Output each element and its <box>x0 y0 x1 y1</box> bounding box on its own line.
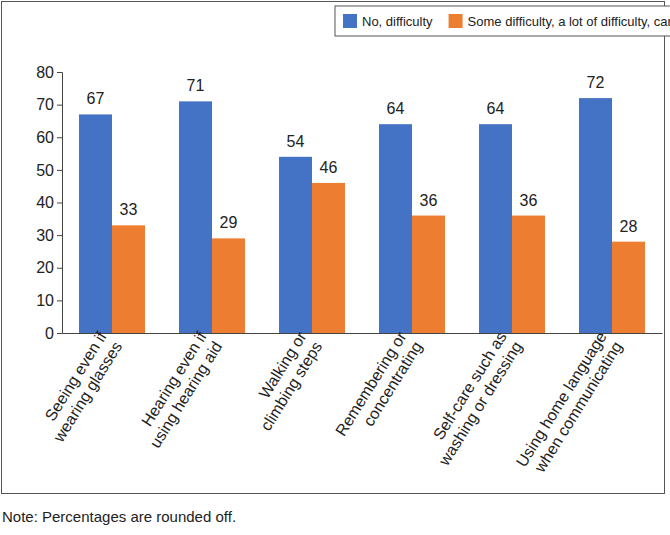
x-tick-label: Using home language when communicating <box>513 329 626 480</box>
note: Note: Percentages are rounded off. <box>2 508 236 525</box>
y-tick: 20 <box>36 259 62 276</box>
bar <box>212 238 245 333</box>
bar <box>612 242 645 333</box>
chart-frame <box>2 2 665 494</box>
y-tick-label: 30 <box>36 227 54 244</box>
x-tick: Using home language when communicating <box>513 329 626 480</box>
x-tick-label: Self-care such as washing or dressing <box>418 329 526 472</box>
x-tick: Seeing even if wearing glasses <box>32 328 125 448</box>
y-tick-mark <box>57 235 62 236</box>
x-tick-label-line: washing or dressing <box>433 339 525 472</box>
y-tick: 80 <box>36 64 62 81</box>
x-tick-label: Remembering or concentrating <box>332 328 426 448</box>
x-axis: Seeing even if wearing glassesHearing ev… <box>32 328 662 479</box>
y-tick: 0 <box>45 325 62 342</box>
x-tick-label-line: concentrating <box>358 339 426 433</box>
bar <box>512 216 545 333</box>
legend-swatch <box>343 14 357 28</box>
data-label: 67 <box>87 90 105 107</box>
y-tick-label: 70 <box>36 96 54 113</box>
y-tick: 50 <box>36 161 62 178</box>
x-tick-label-line: wearing glasses <box>48 339 126 449</box>
data-label: 46 <box>320 159 338 176</box>
bar <box>579 98 612 333</box>
y-tick-mark <box>57 268 62 269</box>
y-tick-label: 20 <box>36 259 54 276</box>
y-tick-label: 50 <box>36 161 54 178</box>
y-tick: 60 <box>36 129 62 146</box>
chart: 67 71 54 64 64 72 33 29 46 36 36 28 0 10 20 30 40 50 60 70 8… <box>0 0 670 535</box>
data-label: 33 <box>120 201 138 218</box>
x-tick-label: Seeing even if wearing glasses <box>32 328 125 448</box>
x-tick: Hearing even if using hearing aid <box>128 328 225 454</box>
data-label: 28 <box>620 218 638 235</box>
y-tick-mark <box>57 333 62 334</box>
bars <box>79 98 645 333</box>
bar <box>179 101 212 333</box>
legend: No, difficulty Some difficulty, a lot of … <box>335 6 670 36</box>
data-label: 72 <box>587 74 605 91</box>
data-label: 36 <box>520 192 538 209</box>
y-tick-mark <box>57 203 62 204</box>
y-tick-mark <box>57 300 62 301</box>
y-tick: 10 <box>36 292 62 309</box>
data-label: 71 <box>187 77 205 94</box>
bar <box>79 114 112 333</box>
data-labels: 67 71 54 64 64 72 33 29 46 36 36 28 <box>87 74 638 235</box>
x-tick-label-line: using hearing aid <box>144 339 225 455</box>
bar <box>279 157 312 333</box>
bar <box>112 225 145 333</box>
bar <box>312 183 345 333</box>
x-tick-label: Hearing even if using hearing aid <box>128 328 225 454</box>
legend-label: Some difficulty, a lot of difficulty, ca… <box>468 14 670 29</box>
y-tick-mark <box>57 72 62 73</box>
x-axis-line <box>63 333 663 334</box>
legend-swatch <box>449 14 463 28</box>
y-tick-label: 0 <box>45 325 54 342</box>
y-tick-label: 80 <box>36 64 54 81</box>
x-tick: Walking or climbing steps <box>239 328 325 437</box>
x-tick: Self-care such as washing or dressing <box>418 329 526 472</box>
x-tick-label: Walking or climbing steps <box>239 328 325 437</box>
data-label: 36 <box>420 192 438 209</box>
x-tick-label-line: climbing steps <box>255 339 325 438</box>
y-tick: 70 <box>36 96 62 113</box>
x-tick: Remembering or concentrating <box>332 328 426 448</box>
legend-label: No, difficulty <box>362 14 433 29</box>
x-tick-label-line: when communicating <box>529 339 625 479</box>
data-label: 54 <box>287 133 305 150</box>
y-axis-line <box>57 73 63 334</box>
y-tick-mark <box>57 137 62 138</box>
y-axis: 0 10 20 30 40 50 60 70 80 <box>36 64 62 342</box>
y-tick-label: 40 <box>36 194 54 211</box>
y-tick-mark <box>57 170 62 171</box>
y-tick: 40 <box>36 194 62 211</box>
data-label: 64 <box>387 100 405 117</box>
y-tick-mark <box>57 105 62 106</box>
legend-frame <box>335 6 670 36</box>
data-label: 64 <box>487 100 505 117</box>
bar <box>479 124 512 333</box>
y-tick-label: 60 <box>36 129 54 146</box>
data-label: 29 <box>220 214 238 231</box>
y-tick-label: 10 <box>36 292 54 309</box>
bar <box>379 124 412 333</box>
y-tick: 30 <box>36 227 62 244</box>
bar <box>412 216 445 333</box>
